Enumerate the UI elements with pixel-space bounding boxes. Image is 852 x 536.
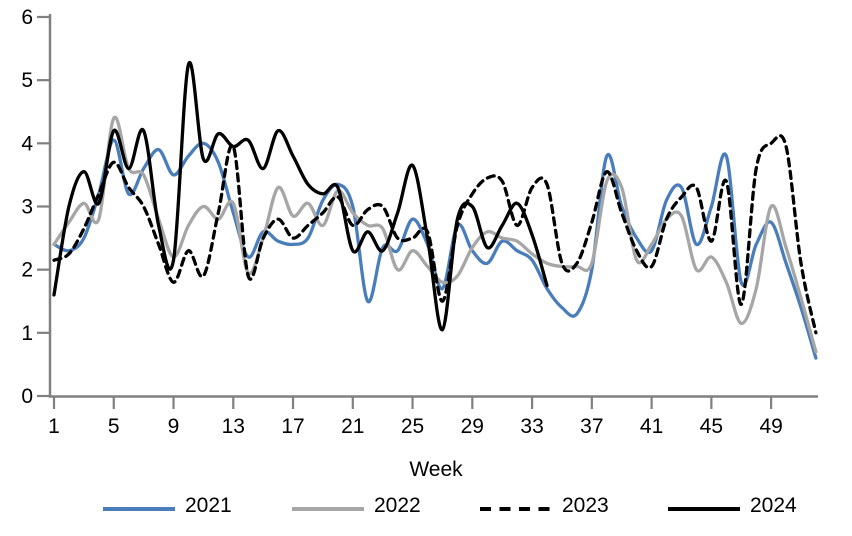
y-axis-tick-label: 4 [21,132,33,155]
series-line-2024 [52,60,549,332]
legend-label: 2024 [750,494,797,517]
x-axis-tick-label: 5 [108,415,120,438]
x-axis-tick-label: 45 [700,415,723,438]
x-axis-tick-label: 17 [281,415,304,438]
legend-label: 2023 [562,494,609,517]
legend-line-sample-2022 [292,507,364,511]
y-axis-tick-label: 6 [21,6,33,29]
x-axis-tick-label: 25 [401,415,424,438]
legend: 2021 2022 2023 2024 [0,494,852,524]
x-axis-tick-label: 13 [222,415,245,438]
legend-line-sample-2023 [480,507,552,511]
legend-line-sample-2021 [103,507,175,511]
x-axis-tick-label: 9 [168,415,180,438]
x-axis-tick-label: 41 [640,415,663,438]
x-axis-tick-label: 21 [341,415,364,438]
legend-line-sample-2024 [668,507,740,511]
y-axis-tick-label: 5 [21,69,33,92]
legend-label: 2021 [185,494,232,517]
series-line-2021 [52,138,818,360]
x-axis-tick-label: 1 [48,415,60,438]
legend-label: 2022 [374,494,421,517]
y-axis-tick-label: 0 [21,385,33,408]
y-axis-tick-label: 2 [21,259,33,282]
x-axis-tick-label: 29 [461,415,484,438]
x-axis-tick-label: 37 [580,415,603,438]
x-axis-tick-label: 49 [759,415,782,438]
x-axis-tick-label: 33 [520,415,543,438]
y-axis-tick-label: 3 [21,195,33,218]
x-axis-title: Week [409,458,463,481]
series-line-2023 [52,134,818,335]
y-axis-tick-label: 1 [21,322,33,345]
